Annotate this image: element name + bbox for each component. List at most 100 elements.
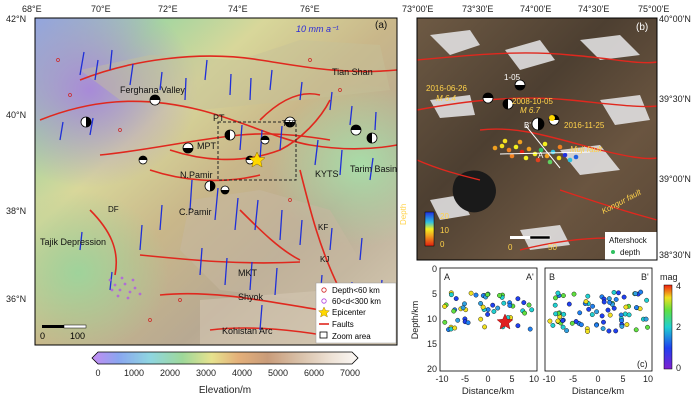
svg-text:100: 100 [70,331,85,341]
hypocenter-point [515,296,521,302]
hypocenter-point [501,300,507,306]
hypocenter-point [586,306,592,312]
place-tarim: Tarim Basin [350,164,397,174]
lon-label: 75°00'E [638,4,669,14]
x-axis-label: Distance/km [572,386,624,397]
hypocenter-point [600,326,606,331]
y-axis-label: Depth/km [410,301,420,340]
label-b-prime: B' [524,121,531,130]
svg-text:depth: depth [620,248,640,257]
hypocenter-point [633,291,638,296]
zoom-area-box [217,121,297,181]
event-date: 2016-06-26 [426,84,467,93]
place-fergana: Ferghana Valley [120,85,185,95]
hypocenter-point [590,303,595,309]
x-tick: -5 [461,374,469,384]
fault-label-df: DF [108,205,119,214]
svg-text:20: 20 [440,212,449,221]
profile-end-label: A [444,272,450,282]
svg-text:Zoom area: Zoom area [332,332,371,341]
hypocenter-point [480,304,486,310]
fault-label-ttf: TTF [282,119,297,128]
hypocenter-point [553,311,558,317]
y-tick: 10 [427,314,437,324]
fault-label-kj: KJ [320,255,329,264]
hypocenter-point [452,325,458,331]
hypocenter-point [585,293,591,299]
lat-label: 36°N [6,294,26,304]
label-a: A [538,151,544,160]
hypocenter-point [624,322,630,327]
y-tick: 0 [432,264,437,274]
lon-label: 70°E [91,4,111,14]
x-tick: 5 [620,374,625,384]
hypocenter-point [561,293,566,298]
label-muji: Muji fault [570,145,603,154]
hypocenter-point [462,301,467,307]
hypocenter-point [566,301,572,307]
svg-text:Depth: Depth [399,204,408,225]
svg-text:Faults: Faults [332,320,354,329]
panel-c: 0 5 10 15 20 Depth/km -10 -5 0 5 10 -10 … [410,264,681,397]
hypocenter-point [605,307,611,313]
hypocenter-point [594,322,599,328]
panel-a: 42°N 40°N 38°N 36°N 68°E 70°E 72°E 74°E … [6,4,398,346]
event-date: 1-05 [504,73,521,82]
lon-label: 74°30'E [578,4,609,14]
hypocenter-point [468,290,474,296]
x-tick: 10 [529,374,539,384]
gps-vectors [59,49,383,331]
place-n-pamir: N.Pamir [180,170,213,180]
hypocenter-point [589,312,595,317]
hypocenter-point [550,322,556,328]
event-mag: M 6.4 [436,94,457,103]
svg-text:0: 0 [508,243,513,252]
hypocenter-point [485,311,490,317]
hypocenter-point [613,328,619,334]
velocity-scale-label: 10 mm a⁻¹ [296,24,339,34]
place-mkt: MKT [238,268,258,278]
hypocenter-point [643,316,649,322]
hypocenter-point [553,295,558,301]
hypocenter-point [611,289,617,295]
lat-label: 39°30'N [659,94,691,104]
hypocenter-point [526,302,532,308]
svg-text:2: 2 [676,322,681,332]
place-c-pamir: C.Pamir [179,207,212,217]
lat-label: 42°N [6,14,26,24]
hypocenter-point [571,291,577,297]
hypocenter-point [633,327,639,333]
hypocenter-point [478,300,483,306]
place-mpt: MPT [197,141,217,151]
hypocenter-point [495,305,501,311]
x-tick: -5 [569,374,577,384]
y-tick: 20 [427,364,437,374]
x-tick: 0 [485,374,490,384]
hypocenter-point [478,316,484,322]
lon-label: 68°E [22,4,42,14]
epicenter-star [248,151,266,168]
earthquake-points [56,58,342,322]
place-kyts: KYTS [315,169,339,179]
svg-text:mag: mag [660,272,678,282]
lat-label: 40°N [6,110,26,120]
hypocenter-point [527,326,533,332]
hypocenter-point [515,323,521,329]
hypocenter-point [561,311,567,317]
hypocenter-point [564,328,569,333]
hypocenter-point [555,290,561,296]
hypocenter-point [521,300,527,305]
lat-label: 38°30'N [659,250,691,260]
svg-text:4: 4 [676,281,681,291]
svg-text:0: 0 [676,363,681,373]
hypocenter-point [442,319,448,325]
hypocenter-point [491,309,497,314]
profile-end-label: B [549,272,555,282]
depth-colorbar: 20 10 0 Depth [399,204,449,249]
hypocenter-point [607,299,612,305]
hypocenter-point [606,328,612,334]
x-tick: -10 [435,374,448,384]
hypocenter-point [579,322,584,328]
hypocenter-point [623,304,629,310]
svg-text:Aftershock: Aftershock [609,236,648,245]
